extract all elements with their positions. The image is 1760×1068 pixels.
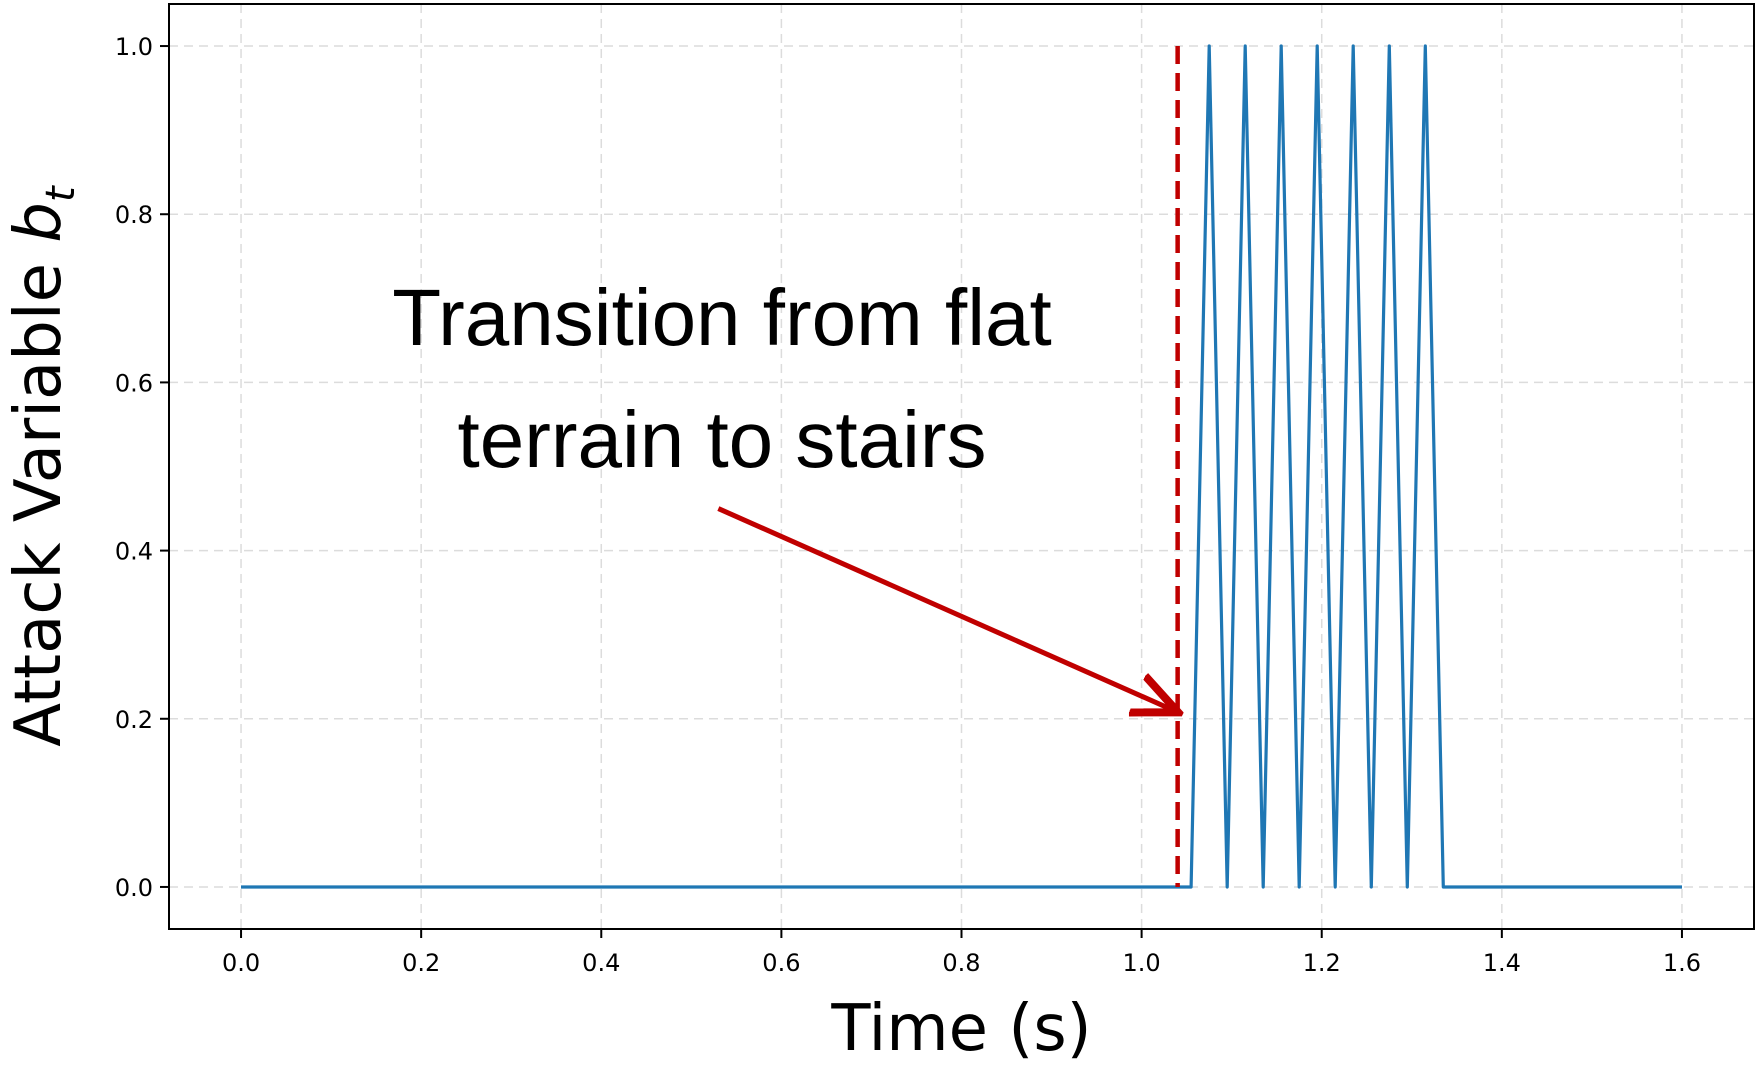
y-tick-label: 0.2 [115, 706, 153, 734]
x-tick-label: 0.6 [762, 949, 800, 977]
x-tick-label: 1.6 [1663, 949, 1701, 977]
y-tick-label: 0.0 [115, 874, 153, 902]
x-tick-label: 1.0 [1123, 949, 1161, 977]
x-axis-title: Time (s) [830, 992, 1091, 1066]
y-axis-title: Attack Variable bt [2, 185, 84, 747]
y-tick-label: 1.0 [115, 33, 153, 61]
annotation-line-2: terrain to stairs [457, 395, 986, 484]
x-tick-label: 1.4 [1483, 949, 1521, 977]
series-layer [241, 44, 1682, 889]
y-tick-label: 0.6 [115, 369, 153, 397]
ticks-layer: 0.0 0.2 0.4 0.6 0.8 1.0 1.2 1.4 1.6 0.0 0.2 0.4 0.6 0… [115, 33, 1701, 977]
annotation-arrow [717, 506, 1173, 711]
y-axis-title-math: b [2, 202, 76, 243]
x-tick-label: 0.4 [582, 949, 620, 977]
y-axis-title-subscript: t [38, 185, 84, 202]
series-line [241, 44, 1682, 889]
annotation: Transition from flat terrain to stairs [392, 273, 1173, 710]
x-tick-label: 1.2 [1303, 949, 1341, 977]
y-axis-title-text: Attack Variable [2, 243, 76, 747]
annotation-line-1: Transition from flat [392, 273, 1051, 362]
x-tick-label: 0.0 [222, 949, 260, 977]
x-tick-label: 0.2 [402, 949, 440, 977]
x-tick-label: 0.8 [942, 949, 980, 977]
y-tick-label: 0.8 [115, 201, 153, 229]
y-tick-label: 0.4 [115, 538, 153, 566]
